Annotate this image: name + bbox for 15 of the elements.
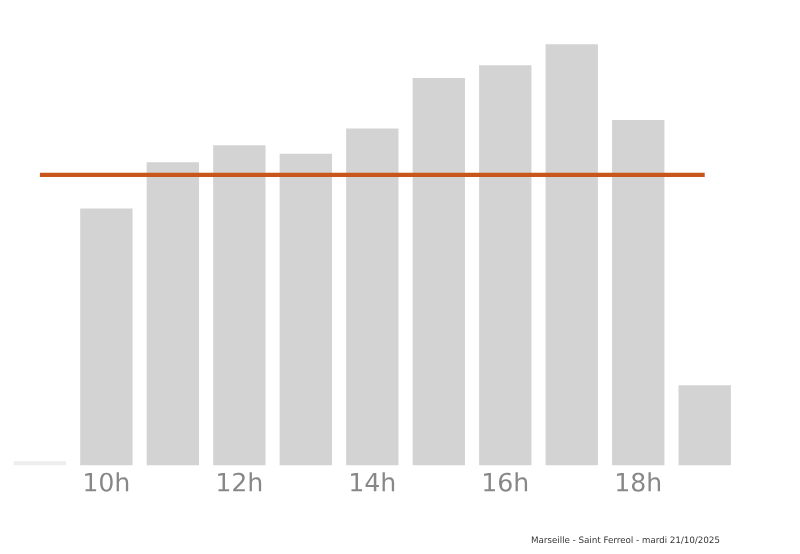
- bar: [412, 77, 465, 466]
- x-tick-label: 16h: [484, 471, 528, 492]
- bar: [678, 385, 731, 466]
- x-tick-label: 14h: [351, 471, 395, 491]
- bar: [213, 145, 266, 466]
- bar: [80, 208, 133, 466]
- bar: [479, 65, 532, 466]
- x-tick-label: 12h: [218, 471, 262, 491]
- bar: [545, 44, 598, 466]
- x-tick-label: 10h: [85, 471, 129, 492]
- bar: [612, 119, 665, 466]
- x-tick-label: 18h: [617, 471, 661, 492]
- bar: [279, 153, 332, 466]
- bar: [146, 161, 200, 466]
- bar: [346, 128, 399, 466]
